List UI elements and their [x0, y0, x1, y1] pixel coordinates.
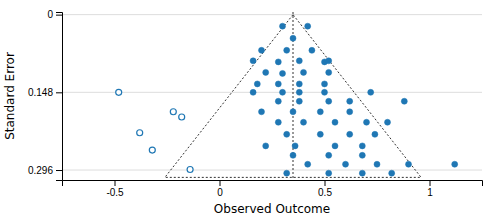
point: [452, 161, 458, 167]
point: [317, 131, 323, 137]
tick-label: -0.5: [106, 187, 124, 198]
point: [401, 98, 407, 104]
tick: 1: [427, 180, 433, 198]
tick-mark: [56, 15, 62, 16]
point: [296, 58, 302, 64]
tick-mark: [430, 180, 431, 186]
point: [347, 109, 353, 115]
point: [309, 47, 315, 53]
tick-mark: [220, 180, 221, 186]
point: [332, 119, 338, 125]
open-point: [137, 130, 143, 136]
tick: 0: [47, 9, 62, 20]
point: [326, 98, 332, 104]
tick: 0.5: [318, 180, 332, 198]
x-axis-title: Observed Outcome: [214, 202, 330, 216]
tick-mark: [115, 180, 116, 186]
point: [296, 89, 302, 95]
point: [263, 69, 269, 75]
tick-mark: [325, 180, 326, 186]
tick: 0.296: [28, 165, 62, 176]
point: [275, 59, 281, 65]
point: [359, 170, 365, 176]
tick-label: 0.148: [28, 87, 53, 98]
tick-label: 0.5: [318, 187, 332, 198]
point: [284, 131, 290, 137]
point: [275, 119, 281, 125]
tick: 0: [217, 180, 223, 198]
point: [275, 81, 281, 87]
tick-label: 0.296: [28, 165, 53, 176]
axis-line: [56, 13, 63, 181]
point: [301, 119, 307, 125]
open-point: [116, 89, 122, 95]
point: [326, 152, 332, 158]
point: [317, 109, 323, 115]
plot: -0.5 0 0.5 1 0 0.148 0.296 Observed Outcome Stan…: [3, 9, 483, 216]
point: [280, 70, 286, 76]
y-axis: 0 0.148 0.296: [28, 9, 63, 180]
point: [343, 161, 349, 167]
tick-mark: [56, 92, 62, 93]
point: [250, 89, 256, 95]
point: [290, 152, 296, 158]
grid: [62, 15, 482, 170]
y-axis-title: Standard Error: [3, 52, 17, 140]
chart: -0.5 0 0.5 1 0 0.148 0.296 Observed Outcome Stan…: [0, 0, 500, 220]
point: [280, 89, 286, 95]
point: [290, 109, 296, 115]
point: [305, 161, 311, 167]
point: [364, 119, 370, 125]
point: [254, 81, 260, 87]
open-point: [170, 109, 176, 115]
point: [259, 47, 265, 53]
point: [359, 152, 365, 158]
point: [389, 170, 395, 176]
x-axis: -0.5 0 0.5 1: [63, 180, 483, 198]
point: [292, 143, 298, 149]
tick: -0.5: [106, 180, 124, 198]
point: [322, 81, 328, 87]
point: [347, 131, 353, 137]
tick-label: 1: [427, 187, 433, 198]
tick: 0.148: [28, 87, 62, 98]
open-point: [187, 167, 193, 173]
point: [374, 161, 380, 167]
point: [296, 81, 302, 87]
point: [263, 143, 269, 149]
point: [250, 58, 256, 64]
open-point: [179, 114, 185, 120]
point: [290, 35, 296, 41]
grid-line: [62, 14, 482, 15]
tick-label: 0: [47, 9, 53, 20]
point: [347, 98, 353, 104]
point: [322, 89, 328, 95]
point: [259, 109, 265, 115]
marks: [116, 12, 458, 180]
point: [326, 170, 332, 176]
point: [305, 23, 311, 29]
point: [296, 98, 302, 104]
series: [116, 89, 193, 172]
point: [359, 143, 365, 149]
point: [385, 119, 391, 125]
point: [372, 131, 378, 137]
axis-line: [63, 181, 483, 187]
point: [284, 170, 290, 176]
tick-label: 0: [217, 187, 223, 198]
point: [332, 143, 338, 149]
point: [406, 161, 412, 167]
grid-line: [62, 92, 482, 93]
series: [250, 23, 458, 176]
tick-mark: [56, 170, 62, 171]
point: [275, 98, 281, 104]
point: [326, 58, 332, 64]
point: [301, 69, 307, 75]
point: [284, 47, 290, 53]
open-point: [149, 147, 155, 153]
point: [326, 69, 332, 75]
point: [280, 23, 286, 29]
point: [368, 89, 374, 95]
grid-line: [62, 170, 482, 171]
